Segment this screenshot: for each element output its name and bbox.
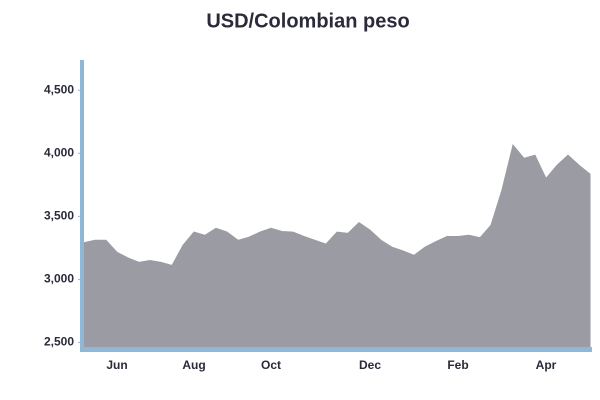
x-tick-label: Dec (359, 358, 381, 372)
y-tick-label: 4,000 (44, 145, 74, 159)
y-tick-label: 3,500 (44, 209, 74, 223)
x-tick-label: Oct (261, 358, 281, 372)
x-axis (80, 347, 592, 352)
y-axis (80, 60, 84, 352)
x-tick-label: Jun (106, 358, 127, 372)
x-tick-label: Apr (536, 358, 557, 372)
y-tick-label: 2,500 (44, 335, 74, 349)
x-tick-label: Feb (447, 358, 468, 372)
y-tick-label: 4,500 (44, 82, 74, 96)
chart-title: USD/Colombian peso (206, 10, 409, 32)
area (83, 144, 591, 351)
x-tick-label: Aug (182, 358, 205, 372)
y-tick-label: 3,000 (44, 272, 74, 286)
